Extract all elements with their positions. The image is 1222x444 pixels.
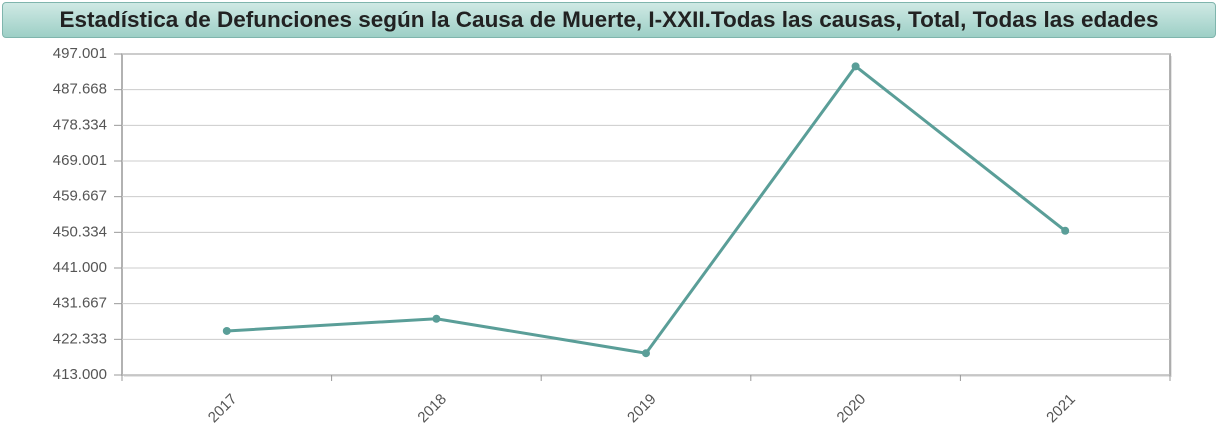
- x-tick-label: 2020: [834, 391, 870, 427]
- chart-title: Estadística de Defunciones según la Caus…: [2, 2, 1216, 38]
- x-tick-label: 2017: [205, 391, 241, 427]
- y-tick-label: 441.000: [53, 259, 107, 276]
- y-tick-label: 487.668: [53, 81, 107, 98]
- y-tick-label: 431.667: [53, 295, 107, 312]
- point: [222, 326, 231, 335]
- x-tick-label: 2021: [1043, 391, 1079, 427]
- point: [1061, 226, 1070, 235]
- y-tick-label: 413.000: [53, 366, 107, 383]
- plot-area: [121, 53, 1171, 376]
- point: [642, 349, 650, 358]
- x-tick-label: 2019: [624, 391, 660, 427]
- y-tick-label: 469.001: [53, 152, 107, 169]
- y-tick-label: 450.334: [53, 223, 107, 240]
- point: [851, 62, 860, 71]
- y-tick-label: 459.667: [53, 188, 107, 205]
- y-tick-label: 497.001: [53, 45, 107, 62]
- y-tick-label: 478.334: [53, 116, 107, 133]
- x-tick-label: 2018: [414, 391, 450, 427]
- point: [432, 314, 441, 323]
- y-tick-label: 422.333: [53, 330, 107, 347]
